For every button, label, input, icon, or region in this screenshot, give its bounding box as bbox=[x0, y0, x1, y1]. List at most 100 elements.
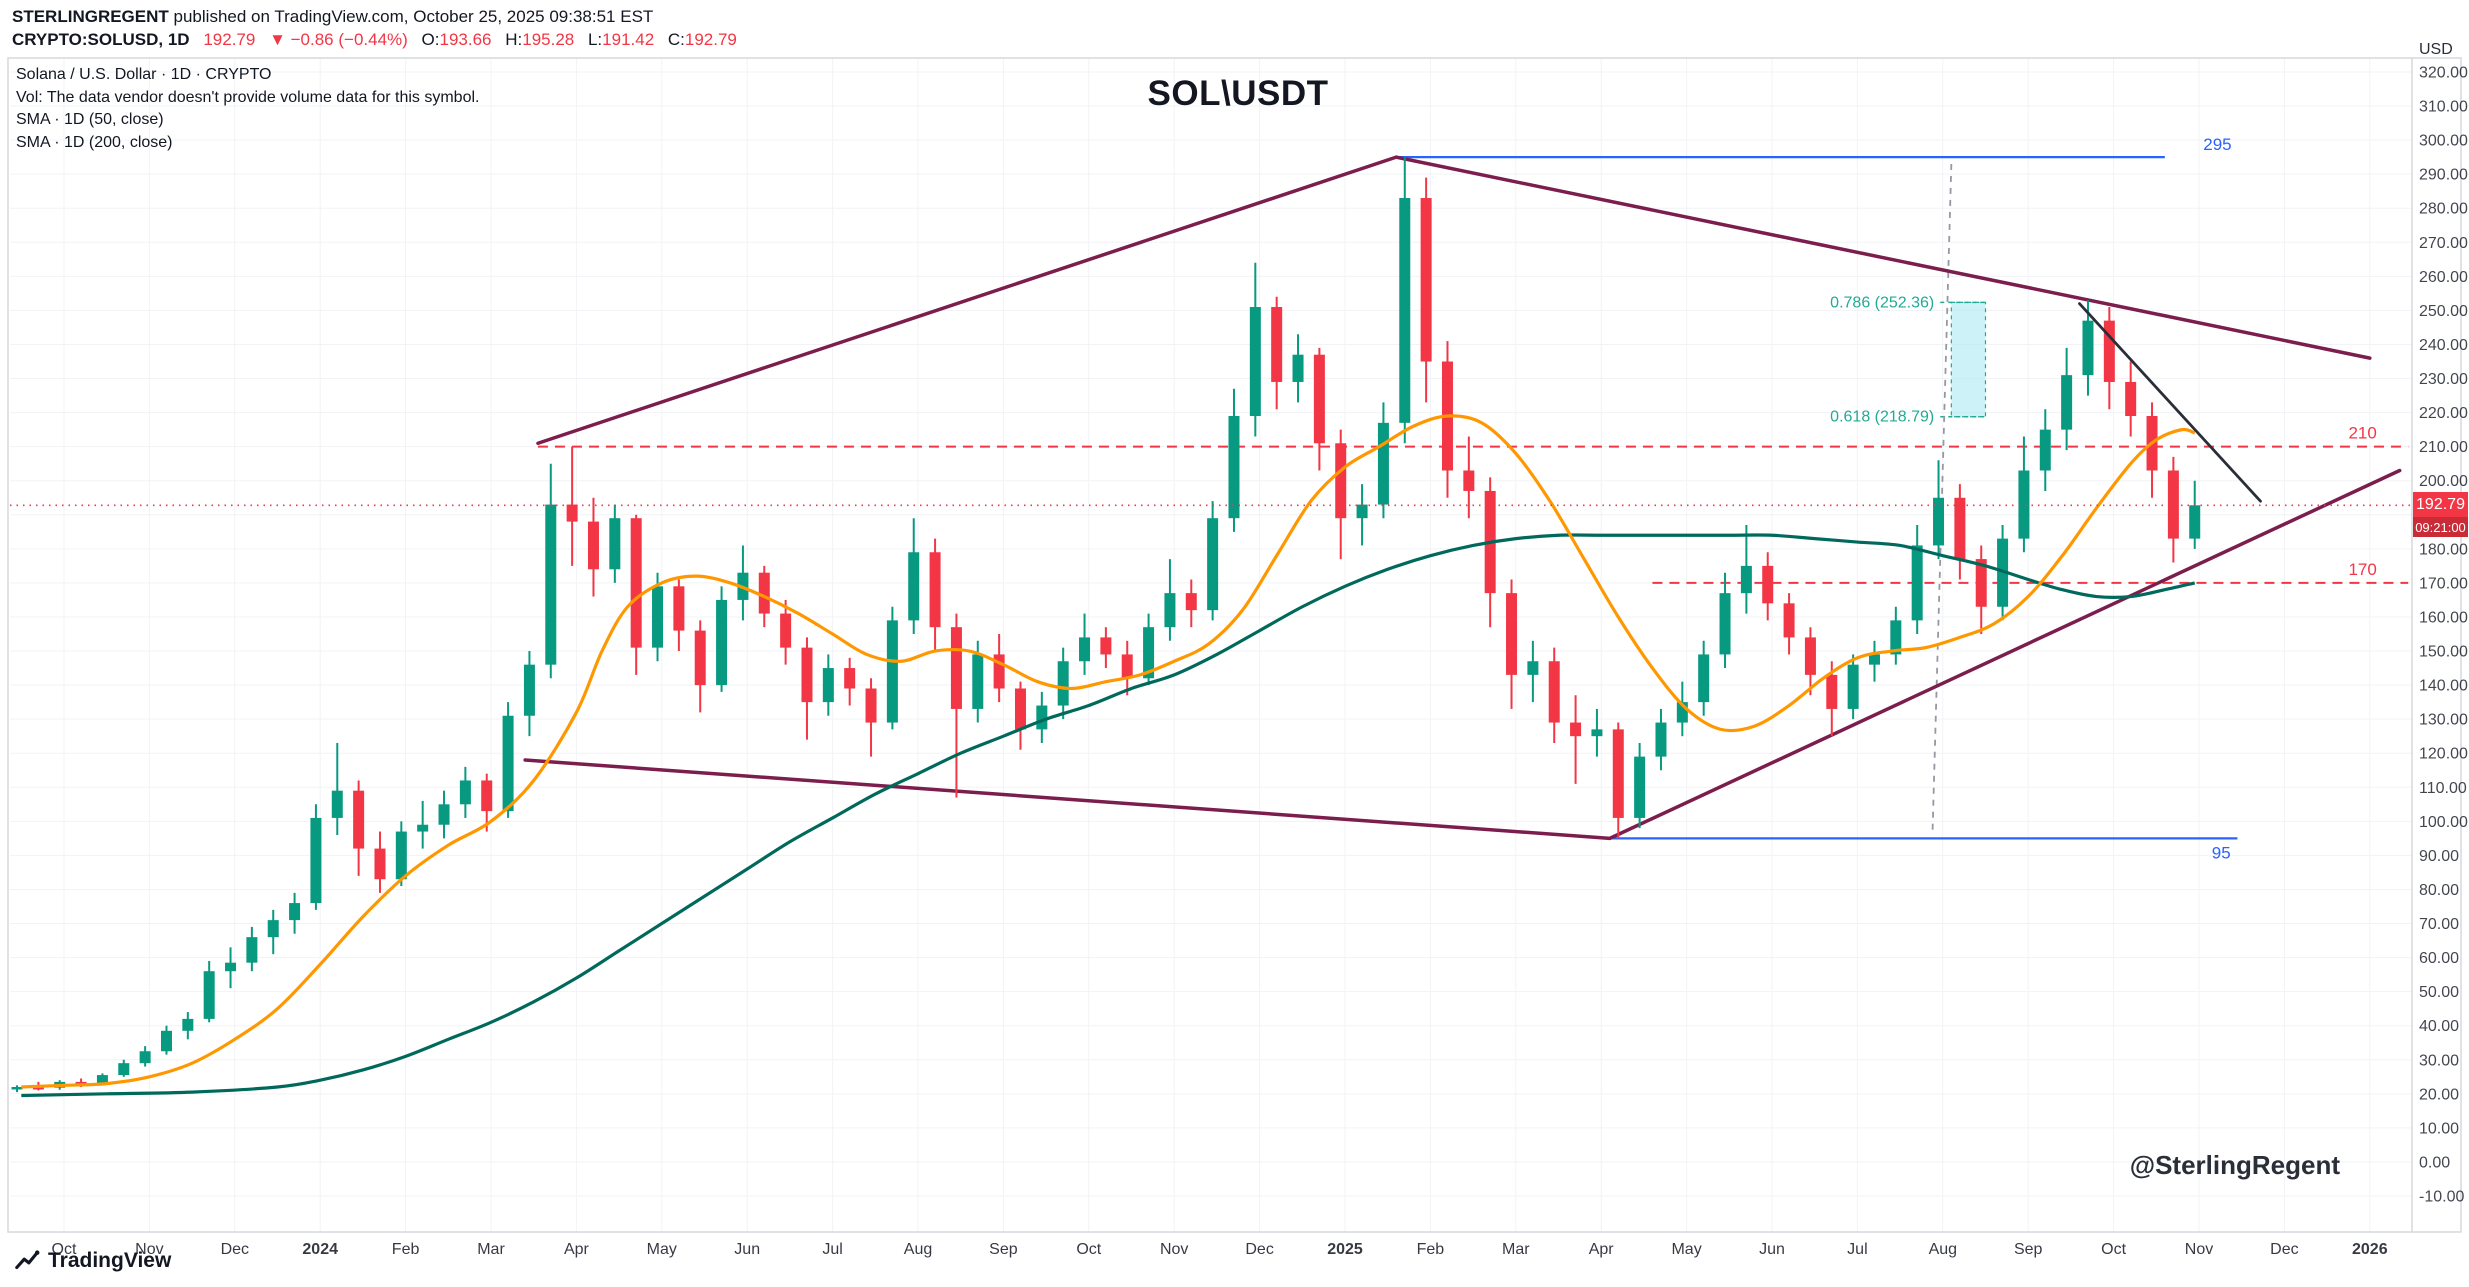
diamond-pattern-lines[interactable] bbox=[523, 155, 2402, 841]
high-value: 195.28 bbox=[522, 30, 575, 49]
svg-text:260.00: 260.00 bbox=[2419, 269, 2468, 286]
svg-text:2024: 2024 bbox=[302, 1241, 338, 1258]
tradingview-footer[interactable]: TradingView bbox=[14, 1248, 171, 1274]
svg-text:320.00: 320.00 bbox=[2419, 65, 2468, 82]
svg-text:295: 295 bbox=[2203, 135, 2231, 154]
legend-sma50[interactable]: SMA · 1D (50, close) bbox=[16, 111, 164, 129]
svg-text:Aug: Aug bbox=[904, 1241, 932, 1258]
last-price-badge-value: 192.79 bbox=[2416, 495, 2465, 513]
svg-text:30.00: 30.00 bbox=[2419, 1052, 2459, 1069]
sma200-line bbox=[21, 533, 2196, 1098]
svg-text:Feb: Feb bbox=[1417, 1241, 1445, 1258]
svg-text:200.00: 200.00 bbox=[2419, 473, 2468, 490]
publish-byline: STERLINGREGENT published on TradingView.… bbox=[12, 7, 653, 27]
legend-volume-note: Vol: The data vendor doesn't provide vol… bbox=[16, 88, 480, 106]
svg-text:280.00: 280.00 bbox=[2419, 201, 2468, 218]
svg-text:USD: USD bbox=[2419, 41, 2453, 58]
svg-text:170: 170 bbox=[2348, 560, 2376, 579]
open-value: 193.66 bbox=[439, 30, 492, 49]
svg-text:230.00: 230.00 bbox=[2419, 371, 2468, 388]
svg-text:Dec: Dec bbox=[2270, 1241, 2298, 1258]
price-level-lines[interactable]: 295 95 210 170 bbox=[537, 135, 2409, 862]
svg-text:310.00: 310.00 bbox=[2419, 99, 2468, 116]
svg-text:Aug: Aug bbox=[1929, 1241, 1957, 1258]
svg-text:2026: 2026 bbox=[2352, 1241, 2388, 1258]
publisher-username: STERLINGREGENT bbox=[12, 7, 169, 26]
svg-text:80.00: 80.00 bbox=[2419, 882, 2459, 899]
price-change: ▼ −0.86 (−0.44%) bbox=[269, 30, 408, 49]
close-value: 192.79 bbox=[684, 30, 737, 49]
svg-text:Oct: Oct bbox=[1076, 1241, 1101, 1258]
legend-symbol-description[interactable]: Solana / U.S. Dollar · 1D · CRYPTO bbox=[16, 66, 272, 83]
sma50-line bbox=[21, 414, 2196, 1089]
watermark: @SterlingRegent bbox=[2129, 1150, 2340, 1180]
legend-sma200[interactable]: SMA · 1D (200, close) bbox=[16, 134, 173, 152]
grid-lines bbox=[10, 58, 2412, 1232]
chart-title: SOL\USDT bbox=[1147, 74, 1329, 113]
svg-text:May: May bbox=[1671, 1241, 1701, 1258]
svg-text:300.00: 300.00 bbox=[2419, 133, 2468, 150]
svg-text:100.00: 100.00 bbox=[2419, 814, 2468, 831]
close-label: C: bbox=[667, 30, 685, 49]
svg-text:2025: 2025 bbox=[1327, 1241, 1363, 1258]
svg-text:140.00: 140.00 bbox=[2419, 678, 2468, 695]
bar-countdown-badge: 09:21:00 bbox=[2413, 517, 2468, 537]
symbol-info-bar: CRYPTO:SOLUSD, 1D 192.79 ▼ −0.86 (−0.44%… bbox=[12, 30, 737, 50]
svg-text:110.00: 110.00 bbox=[2419, 780, 2467, 797]
high-label: H: bbox=[505, 30, 523, 49]
descending-trendline[interactable] bbox=[2078, 302, 2262, 503]
svg-text:0.00: 0.00 bbox=[2419, 1154, 2450, 1171]
chart-legend[interactable]: Solana / U.S. Dollar · 1D · CRYPTO Vol: … bbox=[16, 64, 479, 155]
svg-text:Nov: Nov bbox=[2185, 1241, 2213, 1258]
svg-text:90.00: 90.00 bbox=[2419, 848, 2459, 865]
svg-text:Jul: Jul bbox=[822, 1241, 842, 1258]
svg-text:Oct: Oct bbox=[52, 1241, 77, 1258]
svg-text:210: 210 bbox=[2348, 424, 2376, 443]
svg-text:150.00: 150.00 bbox=[2419, 644, 2468, 661]
svg-text:180.00: 180.00 bbox=[2419, 541, 2468, 558]
svg-text:130.00: 130.00 bbox=[2419, 712, 2468, 729]
svg-text:70.00: 70.00 bbox=[2419, 916, 2459, 933]
svg-text:Mar: Mar bbox=[477, 1241, 505, 1258]
svg-text:290.00: 290.00 bbox=[2419, 167, 2468, 184]
svg-text:50.00: 50.00 bbox=[2419, 984, 2459, 1001]
last-price: 192.79 bbox=[203, 30, 256, 49]
svg-text:10.00: 10.00 bbox=[2419, 1120, 2459, 1137]
svg-text:Dec: Dec bbox=[221, 1241, 249, 1258]
time-scale[interactable]: Oct Nov Dec 2024 Feb Mar Apr May Jun Jul Aug Sep Oct… bbox=[52, 1241, 2388, 1258]
bar-countdown-value: 09:21:00 bbox=[2415, 519, 2466, 535]
last-price-badge: 192.79 bbox=[2413, 492, 2468, 517]
chart-frame bbox=[7, 57, 2462, 1233]
svg-text:120.00: 120.00 bbox=[2419, 746, 2468, 763]
svg-text:160.00: 160.00 bbox=[2419, 609, 2468, 626]
svg-text:250.00: 250.00 bbox=[2419, 303, 2468, 320]
svg-text:Sep: Sep bbox=[2014, 1241, 2043, 1258]
symbol-name[interactable]: CRYPTO:SOLUSD, 1D bbox=[12, 30, 190, 49]
svg-text:Dec: Dec bbox=[1245, 1241, 1273, 1258]
svg-text:Jun: Jun bbox=[734, 1241, 760, 1258]
svg-text:Oct: Oct bbox=[2101, 1241, 2126, 1258]
vertical-dashed-line[interactable] bbox=[1931, 163, 1953, 832]
svg-text:Jun: Jun bbox=[1759, 1241, 1785, 1258]
svg-text:Apr: Apr bbox=[564, 1241, 590, 1258]
fib-retracement[interactable]: 0.786 (252.36) 0.618 (218.79) bbox=[1830, 294, 1987, 426]
svg-text:Jul: Jul bbox=[1847, 1241, 1867, 1258]
svg-text:-10.00: -10.00 bbox=[2419, 1189, 2464, 1206]
tradingview-logo-icon bbox=[15, 1250, 40, 1270]
svg-text:20.00: 20.00 bbox=[2419, 1086, 2459, 1103]
svg-text:60.00: 60.00 bbox=[2419, 950, 2459, 967]
svg-text:Mar: Mar bbox=[1502, 1241, 1530, 1258]
svg-text:170.00: 170.00 bbox=[2419, 575, 2468, 592]
svg-text:40.00: 40.00 bbox=[2419, 1018, 2459, 1035]
low-label: L: bbox=[587, 30, 603, 49]
svg-text:May: May bbox=[647, 1241, 677, 1258]
svg-text:220.00: 220.00 bbox=[2419, 405, 2468, 422]
low-value: 191.42 bbox=[602, 30, 655, 49]
svg-text:Nov: Nov bbox=[1160, 1241, 1188, 1258]
candlestick-series bbox=[11, 157, 2201, 1093]
svg-text:Nov: Nov bbox=[135, 1241, 163, 1258]
svg-text:240.00: 240.00 bbox=[2419, 337, 2468, 354]
open-label: O: bbox=[421, 30, 440, 49]
